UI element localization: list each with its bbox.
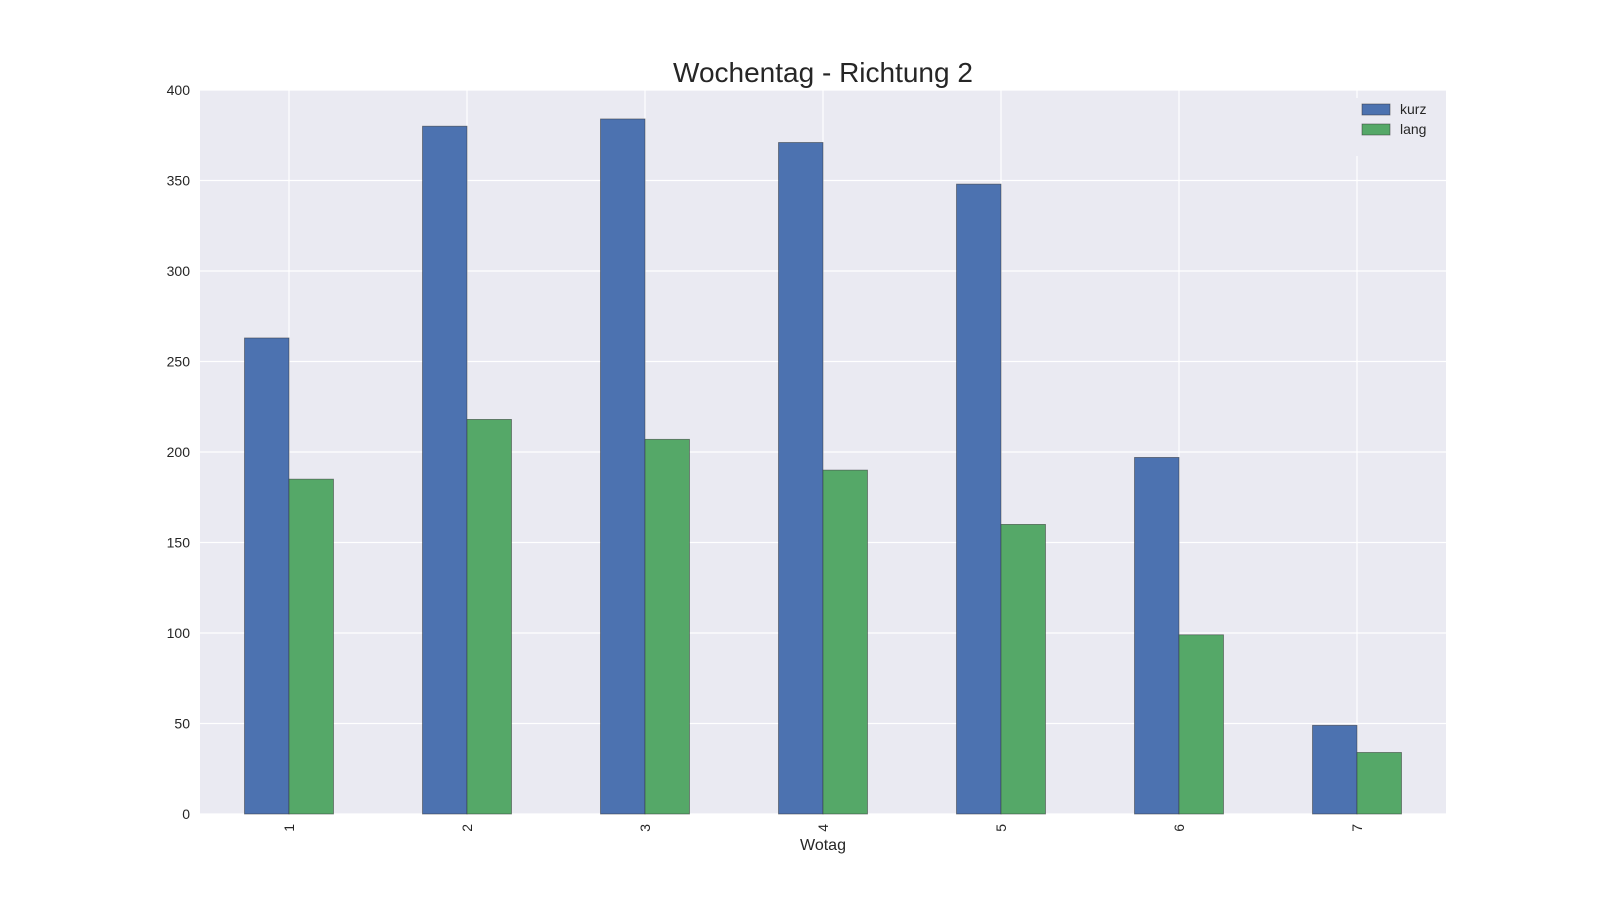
x-tick-label: 2 (459, 824, 475, 832)
y-axis-ticks: 0 50 100 150 200 250 300 350 400 (167, 82, 191, 822)
bar-kurz-6 (1134, 457, 1180, 815)
bar-kurz-7 (1312, 724, 1358, 815)
legend-label-lang: lang (1400, 121, 1426, 137)
y-tick-label: 150 (167, 535, 191, 551)
y-tick-label: 0 (182, 806, 190, 822)
legend-swatch-kurz (1361, 103, 1391, 116)
y-tick-label: 250 (167, 354, 191, 370)
y-tick-label: 350 (167, 173, 191, 189)
x-tick-label: 1 (281, 824, 297, 832)
x-tick-label: 7 (1349, 824, 1365, 832)
x-tick-label: 4 (815, 824, 831, 832)
x-axis-ticks: 1 2 3 4 5 6 7 (281, 824, 1365, 832)
y-tick-label: 100 (167, 625, 191, 641)
x-tick-label: 3 (637, 824, 653, 832)
legend: kurz lang (1356, 98, 1438, 156)
y-tick-label: 300 (167, 263, 191, 279)
x-axis-title: Wotag (800, 837, 846, 854)
bar-lang-4 (822, 469, 868, 815)
bar-lang-3 (644, 438, 690, 815)
bar-kurz-3 (600, 118, 646, 815)
y-tick-label: 200 (167, 444, 191, 460)
x-tick-label: 6 (1171, 824, 1187, 832)
y-tick-label: 50 (174, 716, 190, 732)
bar-lang-7 (1356, 752, 1402, 815)
bar-lang-6 (1178, 634, 1224, 815)
bar-kurz-5 (956, 183, 1002, 815)
bar-lang-1 (288, 478, 334, 815)
bar-kurz-2 (422, 125, 468, 815)
chart-title: Wochentag - Richtung 2 (673, 57, 973, 88)
bar-lang-5 (1000, 524, 1046, 815)
bar-kurz-4 (778, 142, 824, 815)
bars (244, 118, 1402, 815)
y-tick-label: 400 (167, 82, 191, 98)
x-tick-label: 5 (993, 824, 1009, 832)
legend-label-kurz: kurz (1400, 101, 1426, 117)
bar-kurz-1 (244, 337, 290, 815)
bar-lang-2 (466, 419, 512, 815)
legend-swatch-lang (1361, 123, 1391, 136)
